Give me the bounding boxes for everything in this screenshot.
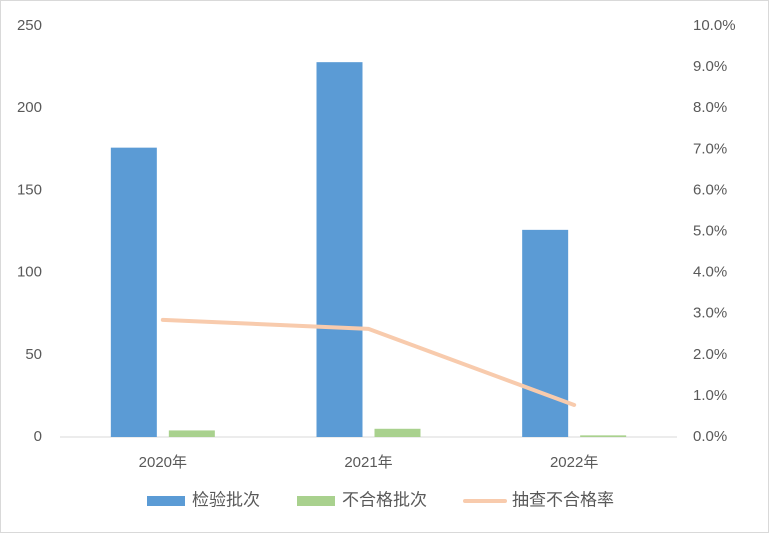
y-tick-label: 150 <box>17 181 42 198</box>
x-tick-label: 2020年 <box>139 454 187 471</box>
y-tick-label: 250 <box>17 17 42 34</box>
y-tick-label: 100 <box>17 264 42 281</box>
line-series <box>160 317 577 407</box>
y2-tick-label: 10.0% <box>693 17 736 34</box>
y2-tick-label: 9.0% <box>693 58 727 75</box>
bar <box>110 147 157 437</box>
bar <box>168 430 215 437</box>
legend-swatch <box>147 496 185 506</box>
bar <box>522 229 569 437</box>
legend-swatch <box>297 496 335 506</box>
bar <box>580 435 627 437</box>
y2-tick-label: 7.0% <box>693 140 727 157</box>
y2-tick-label: 4.0% <box>693 264 727 281</box>
y2-tick-label: 1.0% <box>693 387 727 404</box>
legend-label: 不合格批次 <box>342 490 427 509</box>
y-tick-label: 0 <box>34 428 42 445</box>
legend-label: 检验批次 <box>192 490 260 509</box>
y-tick-label: 200 <box>17 99 42 116</box>
y2-tick-label: 5.0% <box>693 222 727 239</box>
y2-tick-label: 3.0% <box>693 305 727 322</box>
y2-tick-label: 8.0% <box>693 99 727 116</box>
x-tick-label: 2022年 <box>550 454 598 471</box>
x-tick-label: 2021年 <box>344 454 392 471</box>
bar <box>316 62 363 437</box>
y2-tick-label: 6.0% <box>693 181 727 198</box>
legend-label: 抽查不合格率 <box>512 490 614 509</box>
bar <box>374 428 421 437</box>
y-tick-label: 50 <box>25 346 42 363</box>
y2-tick-label: 0.0% <box>693 428 727 445</box>
y2-tick-label: 2.0% <box>693 346 727 363</box>
